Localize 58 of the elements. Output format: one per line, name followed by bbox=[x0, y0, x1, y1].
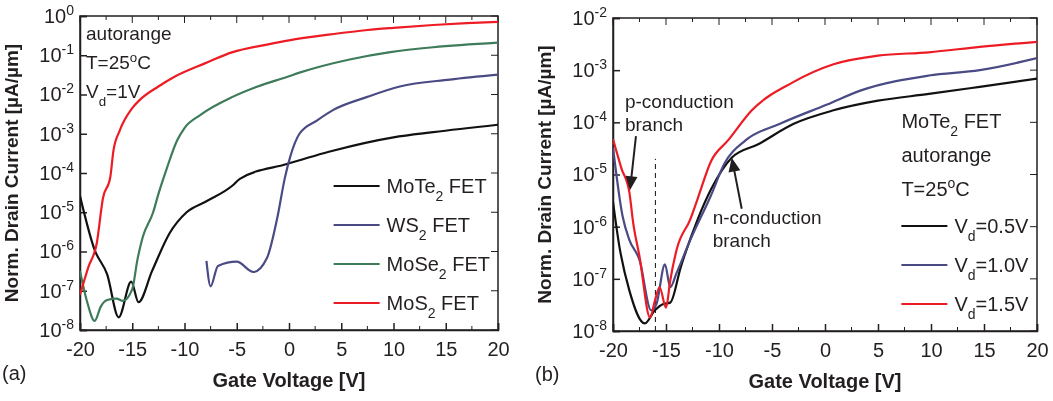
x-tick-label: 0 bbox=[283, 338, 296, 361]
annotation: n-conduction branch bbox=[712, 206, 822, 251]
x-tick-label: 15 bbox=[435, 338, 458, 361]
annotation: p-conduction branch bbox=[624, 91, 734, 136]
annotation: T=25$^{o}$C bbox=[901, 175, 970, 200]
x-tick-label: -20 bbox=[599, 339, 628, 362]
y-tick-label: 10$^{-7}$ bbox=[39, 276, 75, 302]
x-tick-label: -10 bbox=[705, 339, 734, 362]
y-tick-label: 10$^{-8}$ bbox=[572, 316, 608, 342]
y-tick-label: 10$^{-5}$ bbox=[39, 198, 75, 224]
x-tick-label: -20 bbox=[66, 338, 95, 361]
legend-label: V$_{d}$=0.5V bbox=[954, 215, 1029, 244]
y-tick-label: 10$^{-7}$ bbox=[572, 264, 608, 290]
y-tick-label: 10$^{-3}$ bbox=[39, 119, 75, 145]
x-tick-label: -5 bbox=[763, 339, 782, 362]
y-tick-label: 10$^{-5}$ bbox=[572, 160, 608, 186]
y-tick-label: 10$^{-4}$ bbox=[39, 158, 75, 184]
x-axis-title: Gate Voltage [V] bbox=[212, 369, 366, 391]
y-tick-label: 10$^{-2}$ bbox=[572, 3, 608, 29]
x-tick-label: 5 bbox=[872, 339, 885, 362]
y-tick-label: 10$^{-6}$ bbox=[572, 212, 608, 238]
y-tick-label: 10$^{-8}$ bbox=[39, 315, 75, 341]
x-tick-label: 10 bbox=[920, 339, 943, 362]
y-tick-label: 10$^{-4}$ bbox=[572, 108, 608, 134]
legend-label: V$_{d}$=1.5V bbox=[954, 293, 1029, 322]
x-tick-label: -10 bbox=[170, 338, 200, 361]
annotation: V$_{d}$=1V bbox=[86, 81, 141, 109]
y-tick-label: 10$^{-6}$ bbox=[39, 237, 75, 263]
x-tick-label: 20 bbox=[487, 338, 510, 361]
x-tick-label: 5 bbox=[336, 338, 348, 361]
legend-label: WS$_{2}$ FET bbox=[386, 214, 470, 243]
y-axis-title: Norm. Drain Current [µA/µm] bbox=[1, 43, 22, 303]
x-tick-label: -15 bbox=[118, 338, 148, 361]
x-tick-label: 15 bbox=[973, 339, 996, 362]
annotation: T=25$^{o}$C bbox=[86, 49, 151, 73]
annotation: autorange bbox=[901, 144, 992, 166]
y-tick-label: 10$^{-2}$ bbox=[39, 80, 75, 106]
x-tick-label: 0 bbox=[819, 339, 832, 362]
text: (b) bbox=[535, 363, 560, 385]
line-series bbox=[80, 20, 498, 296]
annotation: autorange bbox=[86, 23, 172, 44]
y-tick-label: 10$^{-3}$ bbox=[572, 56, 608, 82]
legend-label: V$_{d}$=1.0V bbox=[954, 254, 1029, 283]
y-axis-title: Norm. Drain Current [µA/µm] bbox=[534, 45, 555, 304]
x-tick-label: -15 bbox=[652, 339, 681, 362]
x-axis-title: Gate Voltage [V] bbox=[748, 370, 902, 392]
legend-label: MoS$_{2}$ FET bbox=[386, 292, 479, 321]
x-tick-label: -5 bbox=[228, 338, 247, 361]
text: (a) bbox=[2, 362, 27, 384]
line-series bbox=[80, 123, 498, 319]
x-tick-label: 10 bbox=[382, 338, 406, 361]
line-series bbox=[205, 73, 498, 288]
annotation: MoTe$_{2}$ FET bbox=[901, 110, 1002, 139]
y-tick-label: 10$^{0}$ bbox=[43, 1, 75, 27]
legend-label: MoTe$_{2}$ FET bbox=[386, 175, 487, 204]
y-tick-label: 10$^{-1}$ bbox=[39, 41, 75, 67]
x-tick-label: 20 bbox=[1026, 339, 1049, 362]
legend-label: MoSe$_{2}$ FET bbox=[386, 253, 490, 282]
